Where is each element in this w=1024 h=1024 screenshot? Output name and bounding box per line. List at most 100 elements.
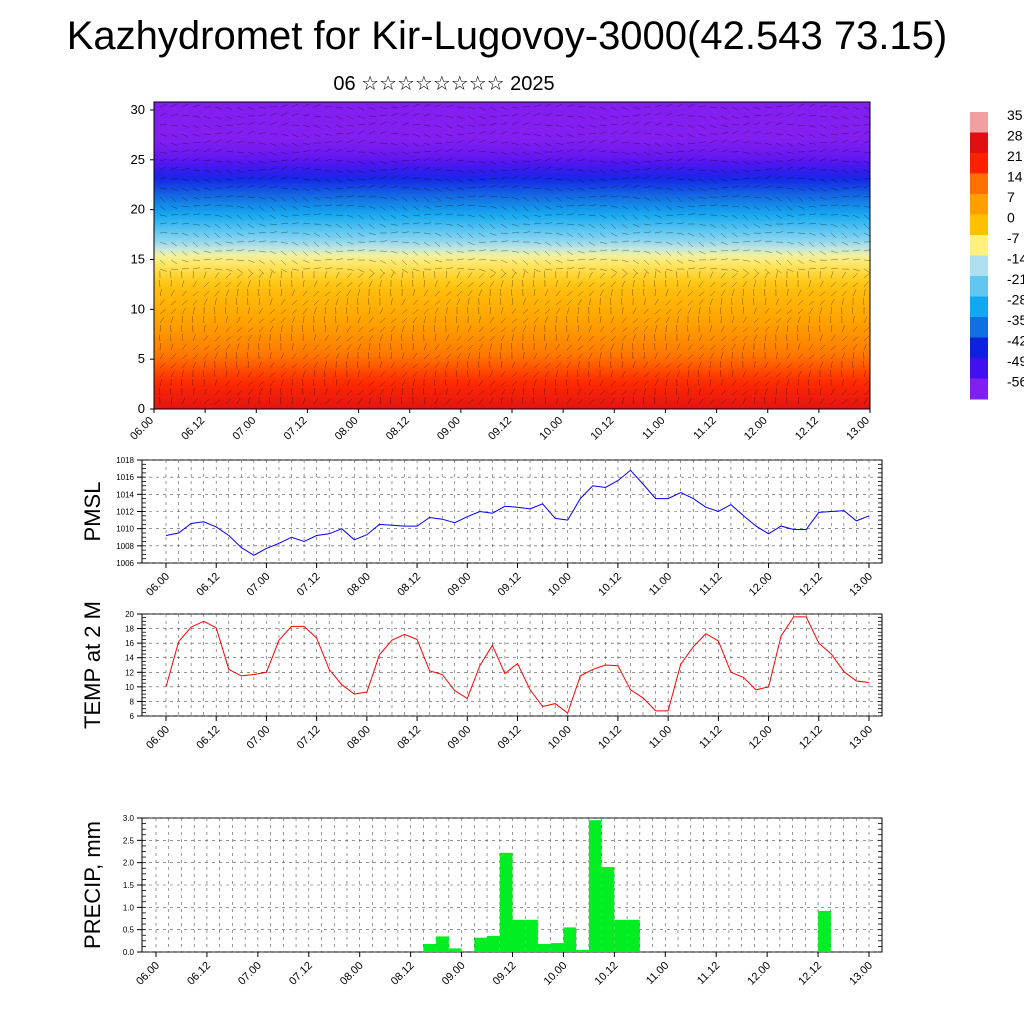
wind-barb bbox=[257, 289, 260, 297]
wind-barb bbox=[863, 281, 869, 288]
wind-barb bbox=[192, 205, 201, 207]
wind-barb bbox=[335, 271, 340, 279]
wind-barb bbox=[610, 370, 614, 378]
wind-barb bbox=[797, 196, 804, 203]
x-tick-label: 06.12 bbox=[185, 960, 213, 988]
wind-barb bbox=[368, 214, 375, 221]
wind-barb bbox=[862, 297, 865, 306]
wind-barb bbox=[664, 334, 667, 342]
wind-barb bbox=[412, 205, 419, 211]
wind-barb bbox=[588, 187, 597, 189]
wind-barb bbox=[786, 250, 793, 256]
wind-barb bbox=[808, 133, 816, 138]
wind-barb bbox=[500, 184, 508, 189]
wind-barb bbox=[720, 298, 723, 306]
wind-barb bbox=[698, 378, 700, 387]
wind-barb bbox=[170, 113, 178, 117]
wind-barb bbox=[599, 336, 606, 342]
x-tick-label: 06.12 bbox=[194, 724, 222, 752]
wind-barb bbox=[577, 223, 585, 227]
wind-barb bbox=[401, 259, 408, 266]
wind-barb bbox=[192, 148, 200, 153]
wind-barb bbox=[489, 232, 497, 236]
wind-barb bbox=[247, 397, 250, 405]
wind-barb bbox=[269, 142, 277, 147]
wind-barb bbox=[808, 300, 815, 306]
wind-barb bbox=[764, 205, 771, 212]
wind-barb bbox=[214, 389, 220, 396]
wind-barb bbox=[445, 196, 453, 200]
wind-barb bbox=[522, 167, 530, 171]
wind-barb bbox=[313, 250, 320, 256]
wind-barb bbox=[665, 250, 672, 257]
wind-barb bbox=[830, 178, 838, 183]
wind-barb bbox=[159, 222, 167, 225]
wind-barb bbox=[335, 178, 343, 183]
wind-barb bbox=[478, 351, 480, 360]
grid bbox=[142, 459, 882, 564]
wind-barb bbox=[247, 130, 255, 135]
wind-barb bbox=[357, 390, 364, 396]
wind-barb bbox=[851, 361, 854, 369]
wind-barb bbox=[213, 306, 216, 315]
wind-barb bbox=[367, 298, 370, 306]
wind-barb bbox=[511, 175, 519, 180]
wind-barb bbox=[280, 231, 288, 234]
wind-barb bbox=[852, 160, 860, 164]
precip-bar bbox=[525, 919, 538, 952]
wind-barb bbox=[731, 343, 736, 351]
wind-barb bbox=[742, 370, 747, 378]
y-tick-label: 12 bbox=[125, 668, 134, 677]
wind-barb bbox=[368, 280, 373, 288]
wind-barb bbox=[489, 370, 493, 378]
x-tick-label: 08.00 bbox=[333, 415, 361, 443]
wind-barb bbox=[346, 139, 354, 144]
wind-barb bbox=[731, 205, 740, 207]
x-tick-label: 08.00 bbox=[338, 960, 366, 988]
wind-barb bbox=[775, 175, 783, 180]
wind-barb bbox=[302, 316, 305, 324]
wind-barb bbox=[819, 196, 827, 200]
wind-barb bbox=[456, 159, 464, 162]
wind-barb bbox=[390, 361, 395, 369]
wind-barb bbox=[313, 232, 321, 237]
wind-barb bbox=[731, 249, 739, 252]
wind-barb bbox=[654, 231, 662, 234]
wind-barb bbox=[159, 309, 166, 315]
wind-barb bbox=[643, 151, 651, 156]
wind-barb bbox=[764, 151, 772, 156]
wind-barb bbox=[368, 381, 375, 387]
wind-barb bbox=[401, 112, 409, 117]
wind-barb bbox=[489, 281, 495, 288]
wind-barb bbox=[434, 250, 441, 256]
wind-barb bbox=[818, 378, 821, 387]
wind-barb bbox=[258, 240, 266, 243]
wind-barb bbox=[698, 271, 701, 279]
wind-barb bbox=[291, 309, 298, 315]
wind-barb bbox=[753, 115, 762, 117]
wind-barb bbox=[500, 205, 508, 211]
wind-barb bbox=[775, 250, 783, 255]
wind-barb bbox=[598, 360, 601, 369]
wind-barb bbox=[390, 351, 392, 360]
wind-barb bbox=[698, 213, 706, 216]
wind-barb bbox=[698, 133, 706, 137]
wind-barb bbox=[324, 214, 333, 216]
wind-barb bbox=[291, 166, 299, 171]
wind-barb bbox=[247, 121, 255, 126]
wind-barb bbox=[478, 178, 486, 181]
wind-barb bbox=[819, 354, 826, 360]
wind-barb bbox=[170, 259, 178, 264]
wind-barb bbox=[478, 398, 484, 405]
wind-barb bbox=[577, 324, 580, 333]
wind-barb bbox=[610, 115, 618, 119]
wind-barb bbox=[643, 288, 645, 297]
wind-barb bbox=[379, 160, 387, 165]
wind-barb bbox=[577, 106, 586, 108]
wind-barb bbox=[423, 316, 427, 324]
wind-barb bbox=[522, 175, 530, 180]
x-tick-label: 07.00 bbox=[230, 415, 258, 443]
wind-barb bbox=[236, 335, 242, 342]
wind-barb bbox=[357, 214, 364, 220]
wind-barb bbox=[192, 178, 200, 183]
